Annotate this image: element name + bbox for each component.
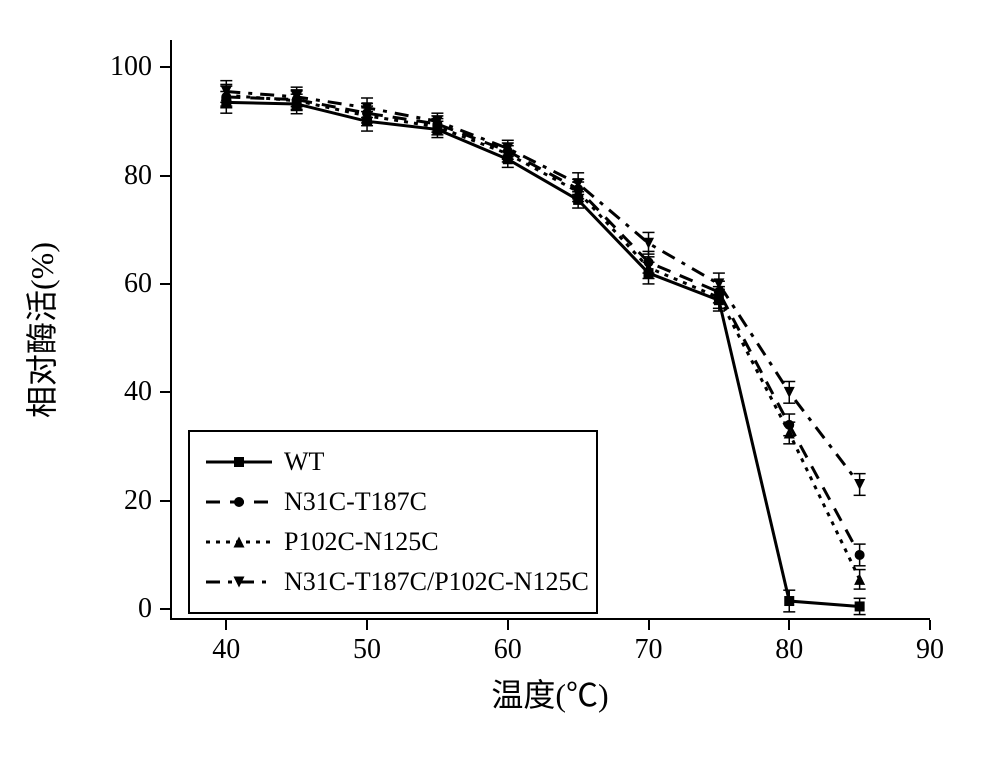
y-tick bbox=[160, 608, 170, 610]
y-tick bbox=[160, 283, 170, 285]
series-line-N31C-T187C_P102C-N125C bbox=[226, 91, 859, 484]
x-tick bbox=[788, 620, 790, 630]
legend-swatch bbox=[204, 447, 274, 477]
y-tick-label: 0 bbox=[100, 593, 152, 625]
legend: WT N31C-T187C P102C-N125C N31C-T187C/P102C-… bbox=[188, 430, 598, 614]
x-tick-label: 50 bbox=[353, 634, 381, 666]
x-axis-label: 温度(℃) bbox=[491, 670, 608, 716]
x-tick bbox=[929, 620, 931, 630]
legend-item-N31C-T187C_P102C-N125C: N31C-T187C/P102C-N125C bbox=[204, 562, 582, 602]
legend-label: WT bbox=[284, 447, 324, 477]
y-tick-label: 60 bbox=[100, 268, 152, 300]
x-tick-label: 60 bbox=[494, 634, 522, 666]
x-tick bbox=[366, 620, 368, 630]
x-tick-label: 90 bbox=[916, 634, 944, 666]
legend-swatch bbox=[204, 567, 274, 597]
legend-swatch bbox=[204, 487, 274, 517]
legend-item-WT: WT bbox=[204, 442, 582, 482]
y-tick-label: 40 bbox=[100, 376, 152, 408]
legend-item-N31C-T187C: N31C-T187C bbox=[204, 482, 582, 522]
legend-label: N31C-T187C/P102C-N125C bbox=[284, 567, 589, 597]
y-tick bbox=[160, 391, 170, 393]
x-tick-label: 70 bbox=[635, 634, 663, 666]
legend-label: P102C-N125C bbox=[284, 527, 439, 557]
chart-container: 相对酶活(%) 温度(℃) WT N31C-T187C P102C-N125C N31… bbox=[0, 0, 1000, 768]
x-tick bbox=[225, 620, 227, 630]
y-tick bbox=[160, 66, 170, 68]
x-tick-label: 80 bbox=[775, 634, 803, 666]
y-tick-label: 100 bbox=[100, 51, 152, 83]
y-tick bbox=[160, 175, 170, 177]
y-tick bbox=[160, 500, 170, 502]
x-tick bbox=[507, 620, 509, 630]
y-tick-label: 20 bbox=[100, 485, 152, 517]
x-tick-label: 40 bbox=[212, 634, 240, 666]
x-tick bbox=[648, 620, 650, 630]
legend-item-P102C-N125C: P102C-N125C bbox=[204, 522, 582, 562]
legend-swatch bbox=[204, 527, 274, 557]
y-axis-label: 相对酶活(%) bbox=[17, 242, 63, 418]
y-tick-label: 80 bbox=[100, 160, 152, 192]
legend-label: N31C-T187C bbox=[284, 487, 427, 517]
